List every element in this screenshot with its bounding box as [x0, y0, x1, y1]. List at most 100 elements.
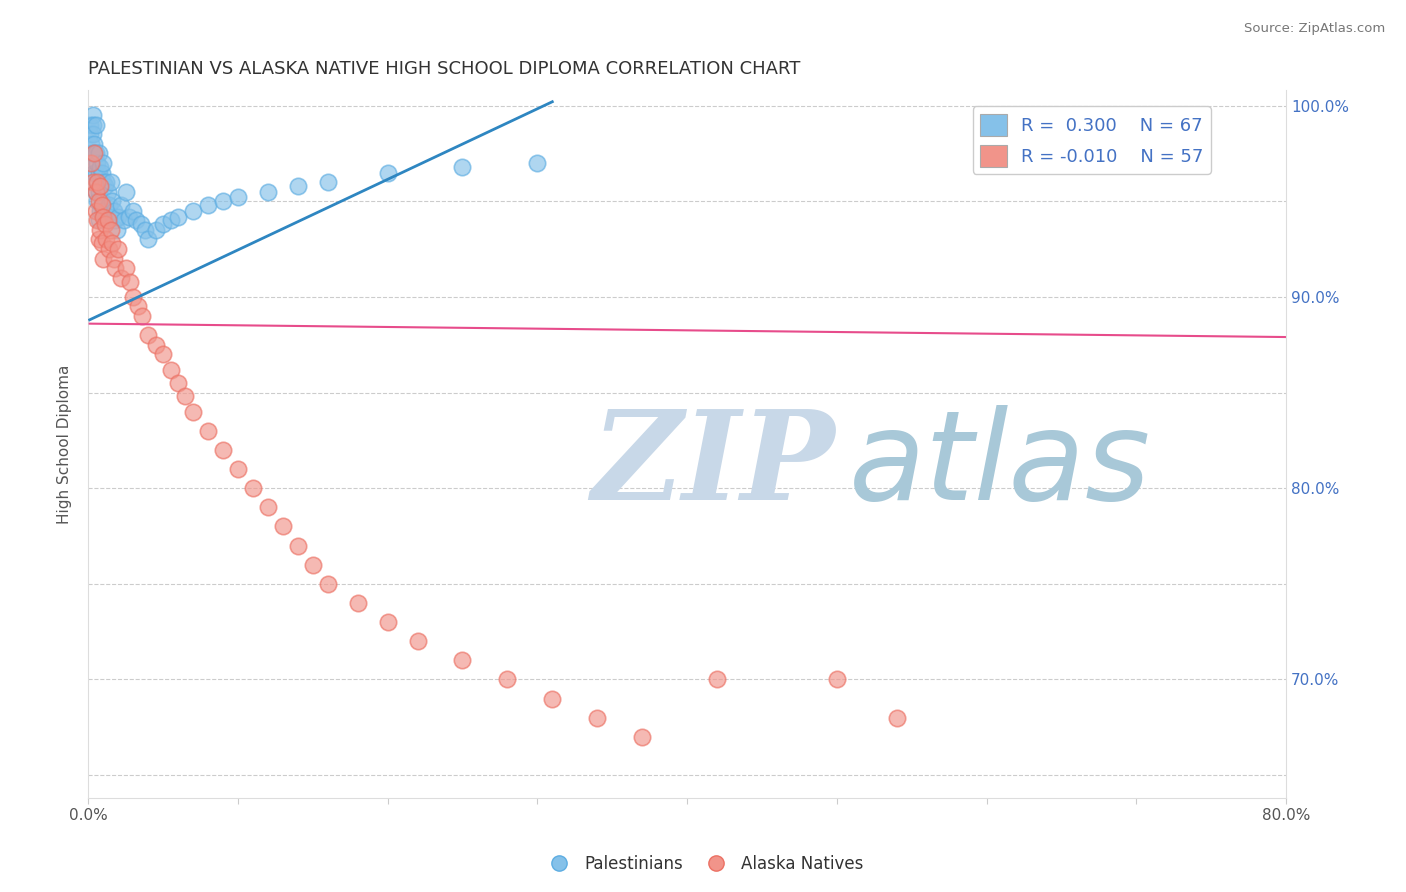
Point: [167, 210, 190, 224]
Point: [90, 236, 112, 251]
Point: [79, 118, 101, 132]
Point: [131, 309, 153, 323]
Point: [80, 156, 103, 170]
Point: [451, 160, 474, 174]
Point: [242, 481, 264, 495]
Point: [83, 146, 105, 161]
Point: [87, 165, 110, 179]
Point: [82, 108, 104, 122]
Point: [159, 213, 181, 227]
Point: [174, 389, 197, 403]
Point: [125, 213, 148, 227]
Point: [377, 165, 399, 179]
Point: [136, 328, 159, 343]
Point: [105, 223, 128, 237]
Point: [90, 165, 112, 179]
Point: [93, 178, 115, 193]
Point: [91, 175, 114, 189]
Point: [87, 146, 110, 161]
Point: [110, 198, 132, 212]
Point: [301, 558, 323, 572]
Point: [145, 223, 167, 237]
Point: [84, 185, 107, 199]
Point: [377, 615, 399, 629]
Point: [89, 178, 111, 193]
Point: [256, 185, 278, 199]
Point: [80, 156, 103, 170]
Point: [101, 236, 124, 251]
Point: [91, 210, 114, 224]
Point: [212, 194, 235, 209]
Point: [84, 165, 107, 179]
Point: [886, 711, 908, 725]
Point: [316, 576, 339, 591]
Point: [86, 213, 108, 227]
Point: [86, 175, 108, 189]
Point: [706, 673, 728, 687]
Legend: Palestinians, Alaska Natives: Palestinians, Alaska Natives: [536, 848, 870, 880]
Text: PALESTINIAN VS ALASKA NATIVE HIGH SCHOOL DIPLOMA CORRELATION CHART: PALESTINIAN VS ALASKA NATIVE HIGH SCHOOL…: [89, 60, 800, 78]
Point: [107, 210, 129, 224]
Point: [114, 261, 136, 276]
Point: [451, 653, 474, 667]
Point: [103, 203, 125, 218]
Point: [100, 175, 122, 189]
Point: [87, 213, 110, 227]
Point: [86, 194, 108, 209]
Point: [93, 210, 115, 224]
Point: [181, 404, 204, 418]
Point: [82, 175, 104, 189]
Point: [287, 539, 309, 553]
Point: [122, 203, 145, 218]
Point: [80, 136, 103, 151]
Point: [114, 185, 136, 199]
Point: [346, 596, 368, 610]
Point: [526, 156, 548, 170]
Point: [159, 362, 181, 376]
Point: [91, 156, 114, 170]
Point: [87, 232, 110, 246]
Point: [127, 300, 149, 314]
Point: [287, 178, 309, 193]
Point: [110, 270, 132, 285]
Point: [86, 175, 108, 189]
Point: [212, 442, 235, 457]
Point: [97, 213, 120, 227]
Point: [120, 275, 142, 289]
Point: [101, 194, 124, 209]
Point: [84, 185, 107, 199]
Point: [91, 203, 114, 218]
Text: atlas: atlas: [849, 405, 1152, 526]
Point: [83, 165, 105, 179]
Point: [825, 673, 848, 687]
Point: [496, 673, 519, 687]
Point: [586, 711, 609, 725]
Point: [91, 252, 114, 266]
Point: [152, 347, 174, 361]
Legend: R =  0.300    N = 67, R = -0.010    N = 57: R = 0.300 N = 67, R = -0.010 N = 57: [973, 106, 1211, 174]
Point: [89, 160, 111, 174]
Point: [94, 232, 117, 246]
Point: [136, 232, 159, 246]
Point: [93, 217, 115, 231]
Point: [134, 223, 156, 237]
Point: [84, 203, 107, 218]
Point: [271, 519, 294, 533]
Point: [226, 462, 249, 476]
Point: [79, 128, 101, 142]
Point: [122, 290, 145, 304]
Text: ZIP: ZIP: [592, 405, 835, 526]
Point: [83, 136, 105, 151]
Y-axis label: High School Diploma: High School Diploma: [58, 365, 72, 524]
Point: [97, 185, 120, 199]
Point: [98, 198, 121, 212]
Point: [167, 376, 190, 390]
Point: [89, 223, 111, 237]
Point: [84, 118, 107, 132]
Point: [98, 242, 121, 256]
Point: [86, 156, 108, 170]
Point: [117, 210, 139, 224]
Point: [112, 213, 135, 227]
Point: [83, 146, 105, 161]
Point: [94, 203, 117, 218]
